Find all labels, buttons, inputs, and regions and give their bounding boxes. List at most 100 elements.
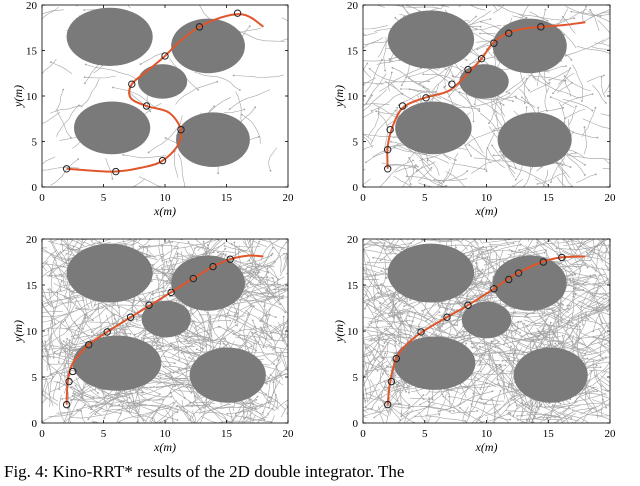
tree-edge	[269, 239, 282, 273]
tree-edge	[575, 386, 597, 396]
tree-node	[583, 223, 585, 225]
tree-node	[388, 314, 391, 317]
tree-node	[530, 403, 532, 405]
tree-node	[51, 433, 53, 435]
tree-edge	[581, 107, 596, 138]
tree-edge	[84, 75, 117, 79]
tree-node	[384, 352, 387, 355]
tree-edge	[226, 326, 259, 343]
tree-edge	[252, 332, 273, 345]
tree-edge	[455, 239, 469, 251]
tree-node	[449, 303, 451, 306]
tree-node	[334, 254, 336, 256]
tree-edge	[141, 406, 178, 421]
tree-node	[459, 407, 461, 409]
tree-node	[520, 335, 523, 338]
tree-node	[475, 28, 478, 31]
tree-edge	[524, 239, 534, 254]
tree-edge	[394, 147, 427, 155]
tree-node	[632, 29, 634, 31]
tree-edge	[175, 81, 218, 105]
tree-node	[270, 421, 273, 423]
tree-edge	[400, 394, 424, 417]
tree-node	[458, 91, 461, 94]
tree-edge	[512, 239, 522, 263]
tree-node	[250, 305, 252, 308]
tree-edge	[381, 283, 403, 315]
tree-edge	[276, 298, 288, 314]
tree-node	[394, 352, 397, 354]
tree-node	[478, 345, 481, 348]
waypoint-marker	[464, 301, 472, 309]
obstacle-3	[141, 300, 191, 338]
tree-node	[26, 379, 28, 381]
tree-node	[494, 352, 496, 354]
tree-edge	[98, 388, 146, 406]
waypoint-marker	[505, 275, 513, 284]
tree-node	[564, 432, 566, 434]
tree-node	[569, 278, 571, 281]
tree-edge	[522, 162, 531, 187]
tree-edge	[569, 239, 584, 265]
tree-node	[396, 390, 398, 393]
tree-edge	[542, 169, 548, 187]
tree-edge	[250, 331, 275, 365]
tree-edge	[260, 329, 288, 336]
tree-edge	[88, 321, 117, 325]
tree-node	[396, 106, 398, 109]
tree-edge	[594, 42, 610, 47]
tree-edge	[60, 239, 64, 253]
tree-edge	[64, 319, 76, 340]
tree-edge	[196, 396, 232, 423]
tree-edge	[567, 155, 610, 160]
tree-edge	[363, 407, 374, 412]
tree-edge	[42, 288, 69, 293]
tree-node	[363, 301, 366, 304]
y-tick-label: 10	[26, 91, 38, 103]
tree-node	[512, 100, 514, 103]
tree-edge	[471, 155, 509, 174]
tree-node	[157, 229, 159, 231]
obstacle-1	[66, 243, 153, 303]
tree-node	[68, 288, 71, 291]
x-axis-label: x(m)	[153, 440, 176, 454]
tree-edge	[602, 322, 610, 324]
tree-node	[221, 234, 223, 236]
tree-node	[415, 164, 417, 167]
tree-edge	[597, 338, 610, 355]
tree-edge	[244, 309, 262, 322]
tree-node	[271, 277, 274, 279]
tree-edge	[173, 151, 179, 178]
tree-edge	[363, 111, 374, 119]
tree-node	[584, 363, 587, 366]
tree-node	[458, 301, 461, 304]
tree-node	[243, 417, 245, 419]
tree-edge	[238, 266, 260, 282]
tree-node	[420, 453, 422, 455]
tree-node	[600, 242, 602, 245]
tree-edge	[156, 275, 160, 301]
tree-edge	[53, 382, 58, 400]
tree-node	[77, 158, 80, 160]
tree-node	[590, 370, 593, 373]
y-tick-label: 0	[353, 418, 359, 430]
tree-edge	[417, 301, 427, 334]
tree-edge	[363, 178, 371, 186]
tree-node	[499, 150, 501, 153]
tree-edge	[270, 374, 284, 386]
tree-node	[372, 196, 374, 198]
tree-edge	[593, 292, 610, 295]
tree-edge	[268, 379, 281, 408]
tree-edge	[609, 61, 610, 63]
tree-edge	[191, 385, 201, 410]
tree-edge	[48, 362, 76, 365]
tree-node	[274, 316, 277, 318]
tree-node	[537, 339, 540, 342]
tree-node	[479, 388, 482, 391]
tree-node	[301, 322, 303, 324]
tree-edge	[591, 46, 610, 50]
tree-node	[376, 287, 379, 289]
tree-edge	[132, 178, 146, 187]
tree-node	[577, 194, 579, 196]
tree-node	[446, 389, 449, 391]
